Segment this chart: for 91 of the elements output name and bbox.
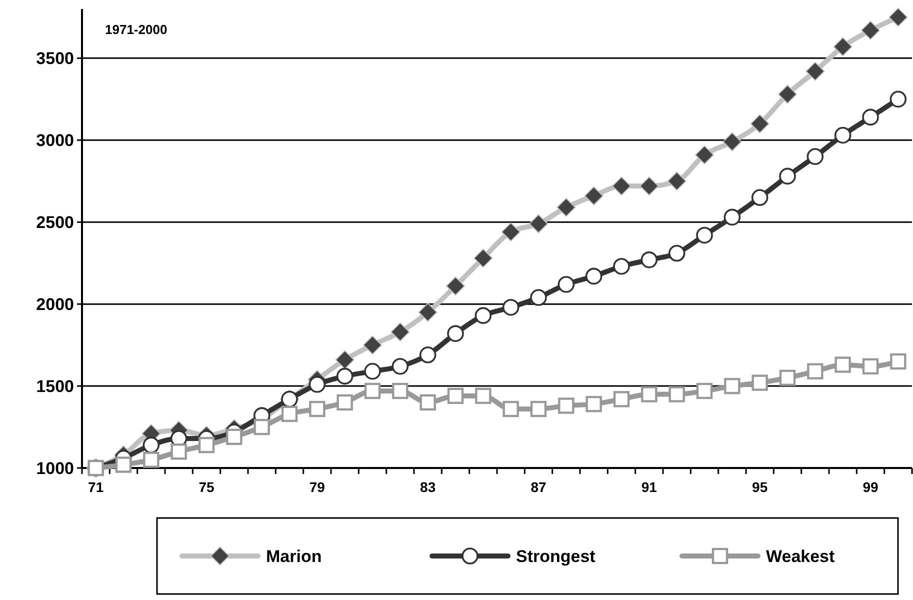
- point: [806, 148, 824, 165]
- point: [751, 189, 768, 206]
- x-tick-label: 87: [530, 479, 546, 495]
- point: [779, 168, 796, 185]
- point: [502, 400, 519, 418]
- point: [254, 418, 270, 436]
- text: 1971-2000: [105, 22, 168, 37]
- point: [556, 198, 576, 217]
- point: [779, 370, 796, 386]
- point: [862, 358, 879, 374]
- point: [807, 363, 824, 380]
- point: [336, 368, 354, 385]
- point: [474, 307, 492, 324]
- x-tick-label: 99: [862, 479, 878, 495]
- x-tick-label: 83: [420, 479, 436, 495]
- point: [364, 382, 381, 400]
- point: [696, 382, 713, 400]
- point: [198, 436, 215, 454]
- point: [833, 37, 852, 56]
- point: [558, 276, 575, 293]
- point: [115, 456, 132, 473]
- point: [724, 208, 741, 226]
- y-tick-label: 1500: [36, 376, 74, 396]
- point: [335, 350, 354, 370]
- point: [612, 176, 631, 196]
- point: [502, 298, 520, 316]
- point: [226, 428, 242, 445]
- point: [695, 145, 714, 164]
- point: [834, 356, 851, 373]
- legend-label: Strongest: [516, 546, 596, 566]
- point: [890, 353, 906, 370]
- point: [584, 186, 604, 206]
- point: [530, 289, 547, 306]
- point: [419, 346, 436, 364]
- point: [363, 336, 382, 355]
- point: [585, 268, 602, 285]
- point: [722, 132, 742, 152]
- legend-label: Weakest: [766, 546, 836, 566]
- point: [143, 452, 160, 468]
- point: [529, 214, 548, 234]
- point: [364, 362, 381, 380]
- x-tick-label: 71: [88, 479, 104, 495]
- point: [447, 325, 464, 342]
- y-tick-label: 2500: [36, 213, 74, 232]
- point: [861, 20, 880, 40]
- point: [530, 400, 547, 418]
- point: [142, 436, 160, 454]
- point: [501, 222, 520, 242]
- point: [308, 376, 326, 393]
- point: [778, 84, 797, 104]
- point: [752, 374, 768, 391]
- point: [558, 398, 574, 414]
- point: [613, 391, 630, 408]
- point: [170, 444, 187, 460]
- point: [668, 386, 685, 402]
- y-tick-label: 3000: [36, 131, 74, 150]
- y-tick-label: 3500: [36, 49, 74, 68]
- point: [640, 176, 659, 196]
- point: [750, 114, 770, 134]
- point: [418, 302, 438, 322]
- point: [446, 276, 465, 296]
- point: [336, 394, 353, 411]
- point: [667, 172, 686, 191]
- point: [475, 388, 492, 404]
- point: [447, 388, 464, 404]
- x-tick-label: 95: [752, 479, 768, 495]
- x-tick-label: 79: [309, 479, 326, 495]
- point: [890, 90, 907, 108]
- legend-label: Marion: [266, 546, 322, 566]
- point: [641, 386, 658, 402]
- point: [834, 126, 852, 144]
- point: [888, 8, 908, 27]
- y-tick-label: 1000: [36, 458, 74, 478]
- y-tick-label: 2000: [36, 295, 74, 314]
- point: [862, 108, 879, 126]
- point: [613, 258, 630, 275]
- point: [668, 244, 686, 262]
- point: [420, 394, 436, 411]
- point: [586, 396, 602, 412]
- x-tick-label: 91: [641, 479, 658, 495]
- point: [474, 248, 493, 268]
- point: [390, 322, 410, 342]
- point: [696, 226, 713, 244]
- point: [724, 378, 740, 394]
- x-tick-label: 75: [198, 479, 214, 495]
- point: [640, 251, 658, 268]
- point: [392, 358, 409, 375]
- point: [806, 62, 825, 81]
- point: [281, 406, 298, 422]
- point: [392, 382, 408, 400]
- point: [309, 400, 326, 418]
